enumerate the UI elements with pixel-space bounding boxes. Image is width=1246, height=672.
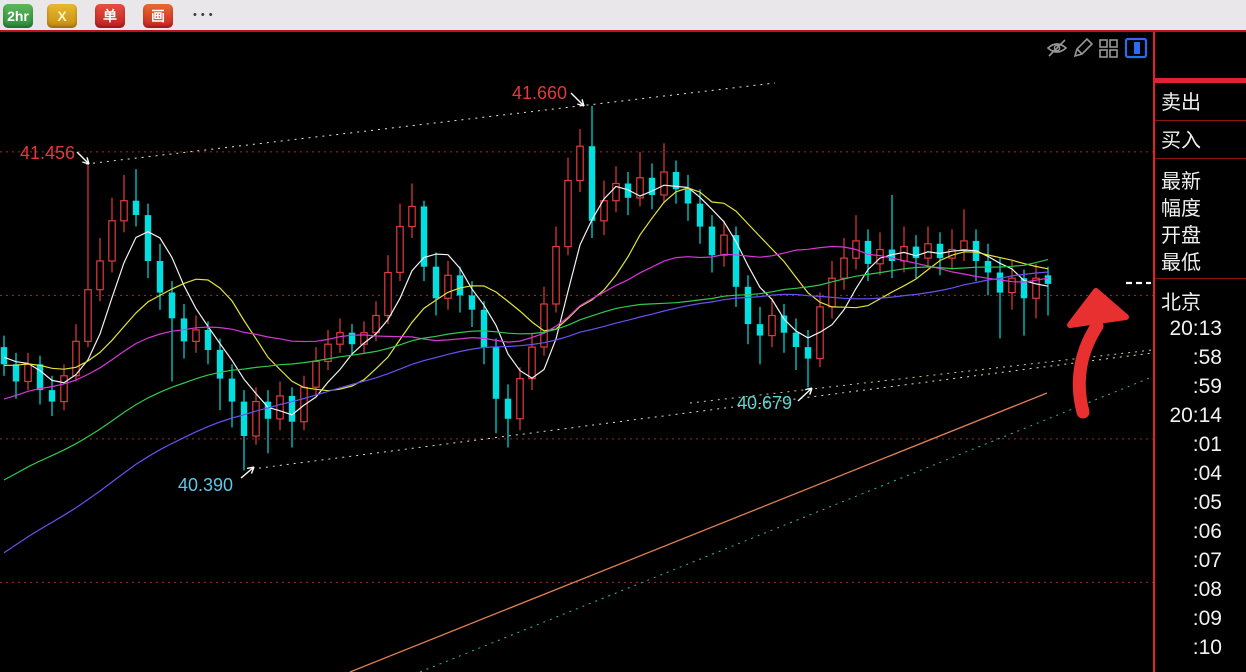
- time-item: :59: [1192, 375, 1222, 398]
- time-item: 20:13: [1169, 317, 1222, 340]
- chart-tool-icons: [1046, 37, 1148, 59]
- pencil-icon[interactable]: [1072, 37, 1094, 59]
- lower-support-a: [251, 352, 1153, 470]
- time-item: :05: [1192, 491, 1222, 514]
- quote-sidebar: 卖出 买入 最新 幅度 开盘 最低 北京 20:13 :58 :59 20:14 :01…: [1153, 30, 1246, 672]
- close-tool-button[interactable]: X: [47, 3, 77, 28]
- divider: [1155, 158, 1246, 159]
- time-item: :58: [1192, 346, 1222, 369]
- lower-support-b: [689, 349, 1153, 404]
- timeframe-button[interactable]: 2hr: [3, 3, 33, 28]
- quote-label-open: 开盘: [1161, 225, 1201, 247]
- more-menu-button[interactable]: •••: [193, 9, 217, 21]
- time-item: :09: [1192, 607, 1222, 630]
- buy-button[interactable]: 买入: [1161, 130, 1201, 152]
- price-label: 40.390: [178, 475, 233, 495]
- panel-layout-icon[interactable]: [1124, 37, 1148, 59]
- ma-45: [3, 259, 1049, 481]
- hand-drawn-arrow: [1067, 288, 1129, 419]
- ma-5: [3, 184, 1049, 416]
- sell-button[interactable]: 卖出: [1161, 92, 1201, 114]
- ma-11: [3, 187, 1049, 392]
- toolbar: 2hr X 单 画 •••: [0, 0, 1246, 32]
- divider: [1155, 278, 1246, 279]
- time-list: 20:13 :58 :59 20:14 :01 :04 :05 :06 :07 :08 :09 :10: [1155, 314, 1246, 662]
- time-item: :06: [1192, 520, 1222, 543]
- time-item: :08: [1192, 578, 1222, 601]
- price-gridlines: [0, 151, 1153, 583]
- quote-label-latest: 最新: [1161, 171, 1201, 193]
- city-label: 北京: [1161, 292, 1201, 314]
- teal-trend: [419, 376, 1153, 672]
- time-item: 20:14: [1169, 404, 1222, 427]
- price-label: 40.679: [737, 393, 792, 413]
- sidebar-accent-bar: [1155, 78, 1246, 83]
- trendlines: [85, 82, 1153, 672]
- eye-off-icon[interactable]: [1046, 37, 1068, 59]
- upper-channel: [85, 82, 776, 165]
- ma-lines: [3, 184, 1049, 554]
- draw-button[interactable]: 画: [143, 3, 173, 28]
- price-label: 41.456: [20, 143, 75, 163]
- time-item: :04: [1192, 462, 1222, 485]
- ma-60: [3, 271, 1049, 554]
- time-item: :01: [1192, 433, 1222, 456]
- price-annotations: 41.456 41.660 40.679 40.390: [20, 83, 813, 495]
- time-item: :10: [1192, 636, 1222, 659]
- divider: [1155, 120, 1246, 121]
- order-button[interactable]: 单: [95, 3, 125, 28]
- ma-24: [3, 245, 1049, 400]
- candlestick-series: [0, 106, 1052, 471]
- price-label: 41.660: [512, 83, 567, 103]
- grid-layout-icon[interactable]: [1098, 37, 1120, 59]
- orange-ma: [349, 392, 1048, 672]
- time-item: :07: [1192, 549, 1222, 572]
- quote-label-low: 最低: [1161, 252, 1201, 274]
- quote-label-range: 幅度: [1161, 198, 1201, 220]
